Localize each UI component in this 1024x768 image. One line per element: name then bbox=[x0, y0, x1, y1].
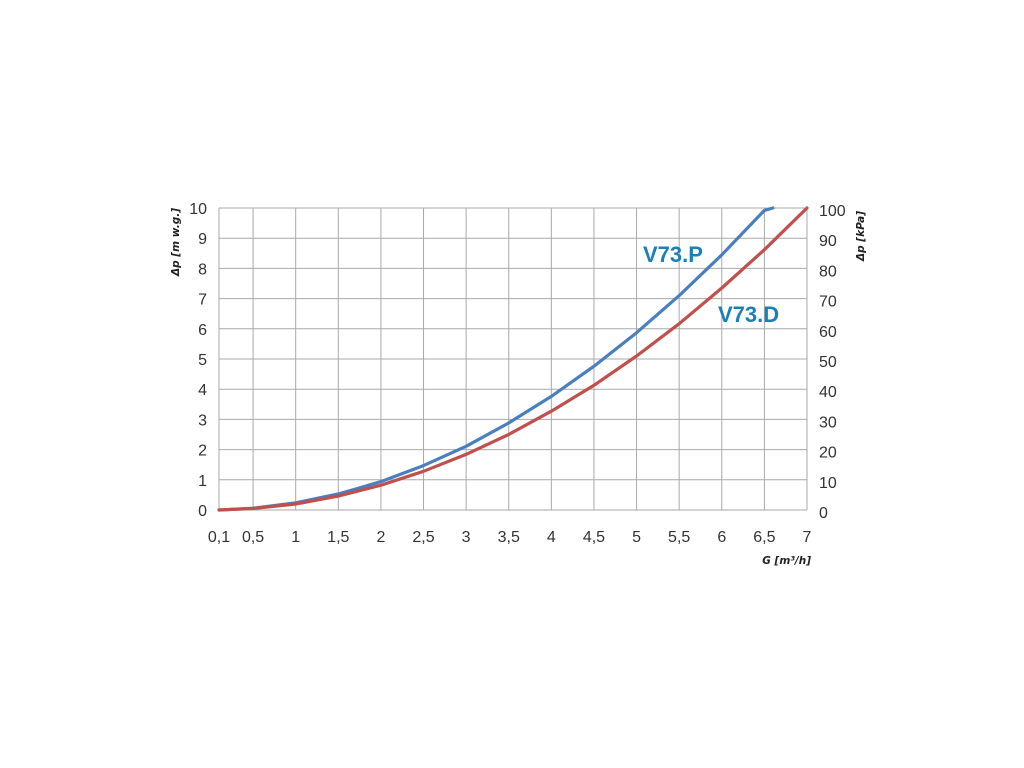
left-y-tick-labels: 0 1 2 3 4 5 6 7 8 9 10 bbox=[189, 201, 207, 520]
x-tick-label: 4 bbox=[547, 529, 556, 546]
right-y-tick-labels: 0 10 20 30 40 50 60 70 80 90 100 bbox=[819, 203, 846, 522]
x-tick-label: 6 bbox=[717, 529, 726, 546]
left-y-tick-label: 1 bbox=[198, 473, 207, 490]
left-y-tick-label: 3 bbox=[198, 412, 207, 429]
x-tick-label: 3,5 bbox=[498, 529, 520, 546]
x-tick-label: 0,5 bbox=[242, 529, 264, 546]
grid bbox=[218, 207, 808, 511]
series-label-v73p: V73.P bbox=[643, 242, 703, 267]
left-y-tick-label: 5 bbox=[198, 352, 207, 369]
x-tick-label: 2 bbox=[376, 529, 385, 546]
left-y-tick-label: 10 bbox=[189, 201, 207, 218]
x-tick-label: 6,5 bbox=[753, 529, 775, 546]
x-tick-label: 5 bbox=[632, 529, 641, 546]
x-tick-label: 3 bbox=[462, 529, 471, 546]
left-y-tick-label: 8 bbox=[198, 261, 207, 278]
x-tick-label: 7 bbox=[803, 529, 812, 546]
right-y-tick-label: 10 bbox=[819, 475, 837, 492]
right-y-tick-label: 70 bbox=[819, 294, 837, 311]
right-y-tick-label: 40 bbox=[819, 384, 837, 401]
right-y-tick-label: 90 bbox=[819, 233, 837, 250]
series-label-v73d: V73.D bbox=[718, 302, 779, 327]
right-y-tick-label: 20 bbox=[819, 445, 837, 462]
right-y-tick-label: 0 bbox=[819, 505, 828, 522]
right-y-tick-label: 60 bbox=[819, 324, 837, 341]
right-y-axis-title: Δp [kPa] bbox=[855, 211, 867, 262]
x-tick-label: 2,5 bbox=[412, 529, 434, 546]
x-tick-label: 1,5 bbox=[327, 529, 349, 546]
x-tick-label: 4,5 bbox=[583, 529, 605, 546]
x-axis-title: G [m³/h] bbox=[762, 555, 811, 567]
series-line-v73d bbox=[217, 206, 809, 512]
x-tick-label: 5,5 bbox=[668, 529, 690, 546]
x-tick-label: 1 bbox=[291, 529, 300, 546]
curves bbox=[217, 206, 809, 512]
x-tick-label: 0,1 bbox=[208, 529, 230, 546]
left-y-tick-label: 0 bbox=[198, 503, 207, 520]
left-y-tick-label: 7 bbox=[198, 292, 207, 309]
left-y-tick-label: 4 bbox=[198, 382, 207, 399]
right-y-tick-label: 80 bbox=[819, 263, 837, 280]
left-y-tick-label: 6 bbox=[198, 322, 207, 339]
x-tick-labels: 0,1 0,5 1 1,5 2 2,5 3 3,5 4 4,5 5 5,5 6 6,5 7 bbox=[208, 529, 812, 546]
left-y-axis-title: Δp [m w.g.] bbox=[170, 208, 182, 277]
right-y-tick-label: 30 bbox=[819, 414, 837, 431]
right-y-tick-label: 100 bbox=[819, 203, 846, 220]
right-y-tick-label: 50 bbox=[819, 354, 837, 371]
left-y-tick-label: 2 bbox=[198, 443, 207, 460]
left-y-tick-label: 9 bbox=[198, 231, 207, 248]
